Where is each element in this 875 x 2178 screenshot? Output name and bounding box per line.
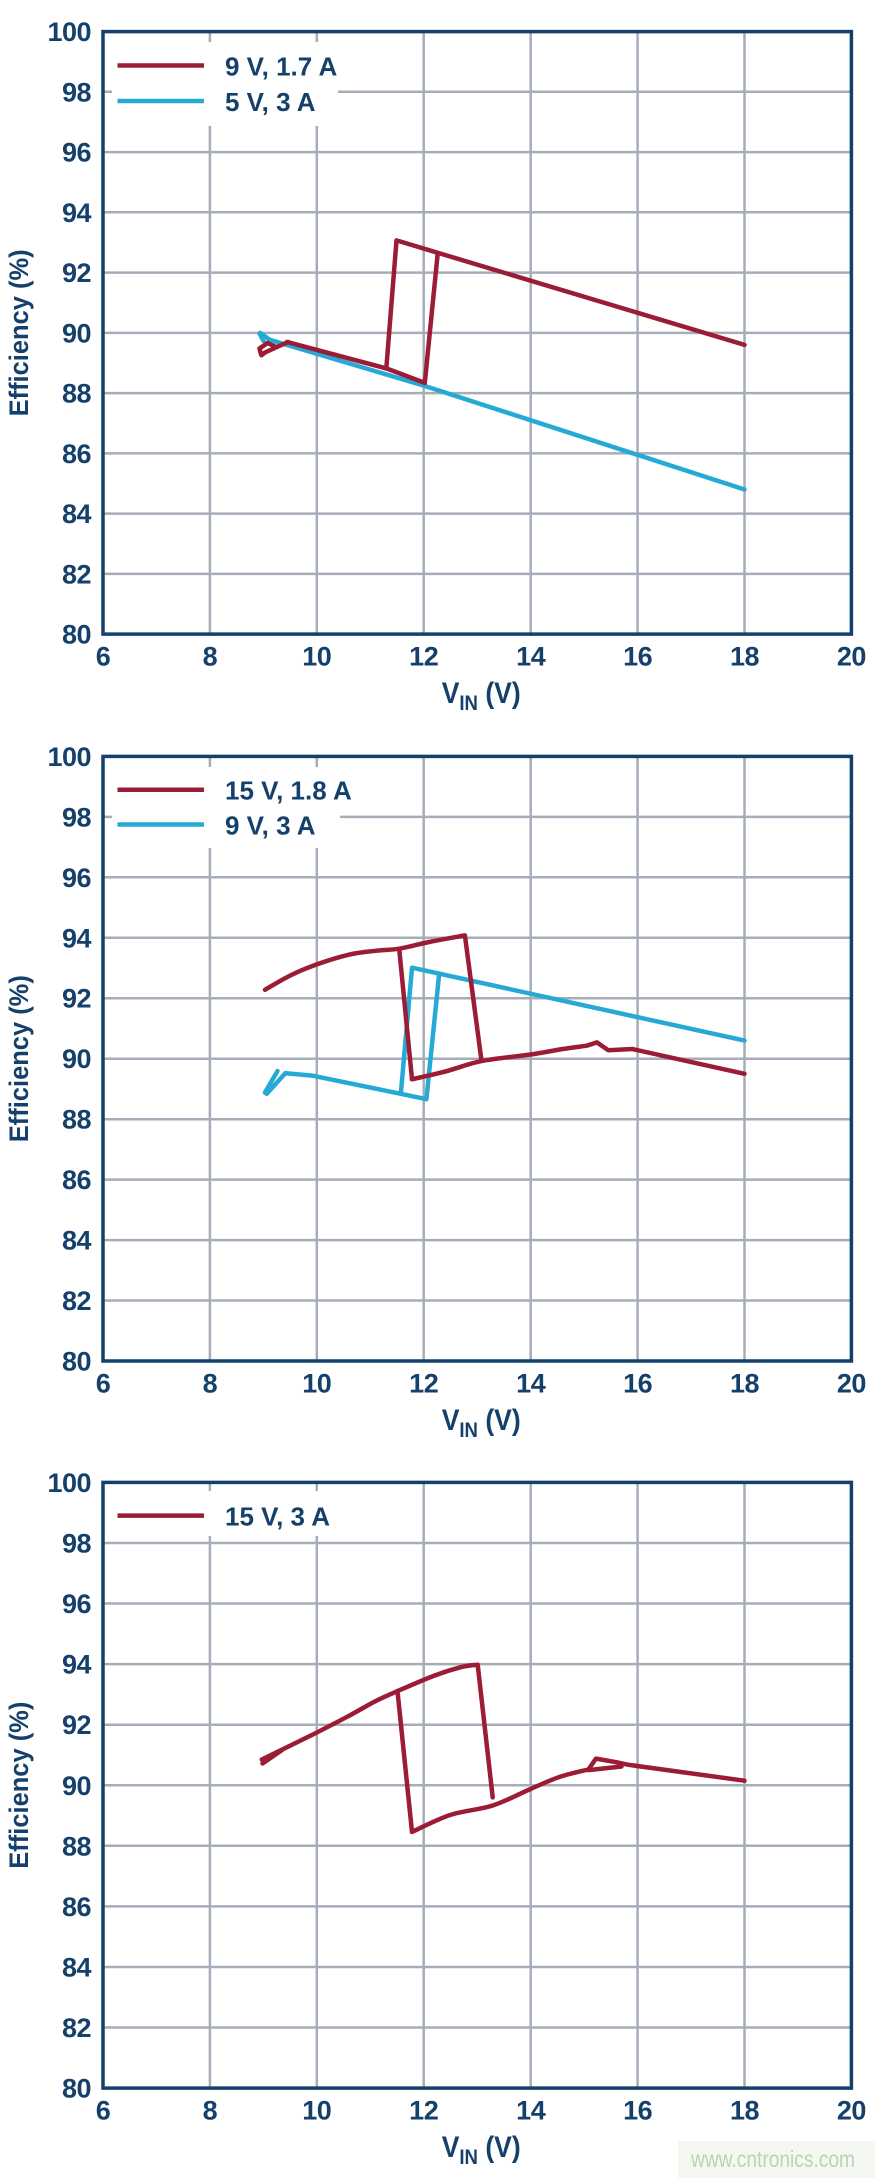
svg-text:84: 84 (62, 499, 92, 529)
svg-text:16: 16 (623, 1369, 653, 1399)
svg-text:100: 100 (47, 1468, 91, 1498)
svg-text:90: 90 (62, 1044, 91, 1074)
svg-text:90: 90 (62, 1771, 91, 1801)
svg-text:82: 82 (62, 1286, 91, 1316)
svg-text:18: 18 (730, 642, 760, 672)
svg-text:86: 86 (62, 1165, 92, 1195)
svg-text:9 V, 1.7 A: 9 V, 1.7 A (225, 52, 337, 82)
svg-text:98: 98 (62, 77, 92, 107)
svg-text:16: 16 (623, 2096, 653, 2126)
svg-text:94: 94 (62, 198, 92, 228)
svg-text:16: 16 (623, 642, 653, 672)
svg-text:14: 14 (516, 642, 546, 672)
svg-text:10: 10 (302, 2096, 331, 2126)
svg-text:18: 18 (730, 1369, 760, 1399)
svg-text:86: 86 (62, 439, 92, 469)
svg-text:Efficiency (%): Efficiency (%) (4, 249, 34, 416)
svg-text:92: 92 (62, 258, 91, 288)
svg-text:15 V, 1.8 A: 15 V, 1.8 A (225, 776, 352, 806)
svg-text:20: 20 (837, 1369, 866, 1399)
svg-text:82: 82 (62, 2013, 91, 2043)
svg-text:94: 94 (62, 1650, 92, 1680)
svg-text:92: 92 (62, 1710, 91, 1740)
svg-text:80: 80 (62, 620, 91, 650)
svg-text:5 V, 3 A: 5 V, 3 A (225, 87, 316, 117)
svg-text:15 V, 3 A: 15 V, 3 A (225, 1502, 330, 1532)
svg-text:88: 88 (62, 1105, 92, 1135)
svg-text:96: 96 (62, 1589, 92, 1619)
svg-text:VIN (V): VIN (V) (442, 1404, 521, 1442)
svg-text:88: 88 (62, 1831, 92, 1861)
svg-text:98: 98 (62, 1529, 92, 1559)
svg-text:14: 14 (516, 2096, 546, 2126)
svg-text:Efficiency (%): Efficiency (%) (4, 1702, 34, 1869)
svg-text:96: 96 (62, 138, 92, 168)
svg-text:84: 84 (62, 1953, 92, 1983)
svg-text:90: 90 (62, 318, 91, 348)
svg-text:VIN (V): VIN (V) (442, 677, 521, 715)
svg-text:80: 80 (62, 1347, 91, 1377)
svg-text:92: 92 (62, 984, 91, 1014)
svg-text:12: 12 (409, 642, 438, 672)
svg-text:84: 84 (62, 1226, 92, 1256)
svg-text:www.cntronics.com: www.cntronics.com (690, 2146, 855, 2172)
svg-text:88: 88 (62, 379, 92, 409)
svg-text:10: 10 (302, 1369, 331, 1399)
svg-text:10: 10 (302, 642, 331, 672)
svg-text:14: 14 (516, 1369, 546, 1399)
svg-text:8: 8 (203, 1369, 218, 1399)
svg-text:6: 6 (96, 1369, 111, 1399)
svg-text:VIN (V): VIN (V) (442, 2131, 521, 2169)
svg-text:9 V, 3 A: 9 V, 3 A (225, 811, 316, 841)
svg-text:8: 8 (203, 2096, 218, 2126)
svg-text:12: 12 (409, 2096, 438, 2126)
svg-text:6: 6 (96, 2096, 111, 2126)
svg-text:20: 20 (837, 2096, 866, 2126)
svg-text:96: 96 (62, 863, 92, 893)
svg-text:12: 12 (409, 1369, 438, 1399)
svg-text:6: 6 (96, 642, 111, 672)
svg-text:8: 8 (203, 642, 218, 672)
svg-text:94: 94 (62, 923, 92, 953)
svg-text:86: 86 (62, 1892, 92, 1922)
svg-text:Efficiency (%): Efficiency (%) (4, 975, 34, 1142)
svg-text:100: 100 (47, 17, 91, 47)
svg-text:20: 20 (837, 642, 866, 672)
svg-text:18: 18 (730, 2096, 760, 2126)
svg-text:98: 98 (62, 802, 92, 832)
svg-text:100: 100 (47, 742, 91, 772)
svg-text:82: 82 (62, 559, 91, 589)
svg-text:80: 80 (62, 2074, 91, 2104)
